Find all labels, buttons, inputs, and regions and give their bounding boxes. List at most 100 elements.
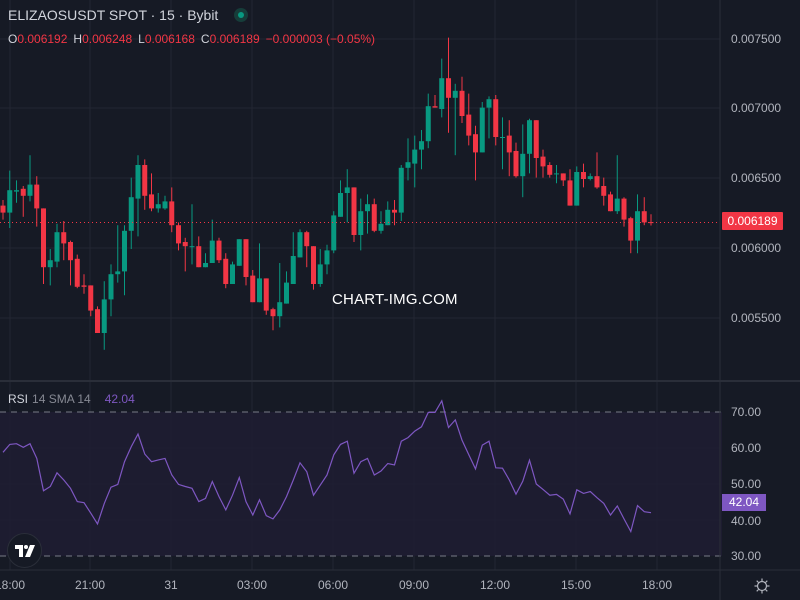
candle-body	[47, 260, 53, 268]
time-tick: 18:00	[0, 578, 26, 592]
candle-body	[520, 153, 526, 177]
open-label: O	[8, 32, 18, 46]
candle-body	[216, 240, 222, 261]
low-value: 0.006168	[144, 32, 195, 46]
candle-body	[149, 194, 154, 209]
candle-body	[169, 201, 175, 226]
market-status-icon	[234, 8, 249, 22]
ohlc-legend: O0.006192 H0.006248 L0.006168 C0.006189 −0.0…	[8, 32, 375, 46]
candle-body	[533, 120, 539, 158]
candle-body	[115, 271, 121, 275]
price-tick: 0.007000	[731, 101, 782, 115]
candle-body	[628, 218, 634, 241]
candle-body	[385, 209, 391, 226]
candle-body	[243, 239, 249, 277]
price-tick: 0.005500	[731, 311, 782, 325]
candle-body	[594, 176, 600, 188]
candle-body	[236, 239, 242, 266]
candle-body	[61, 232, 67, 244]
rsi-tick: 60.00	[731, 441, 762, 455]
candle-body	[527, 120, 532, 154]
time-tick: 06:00	[317, 578, 349, 592]
time-tick: 21:00	[74, 578, 106, 592]
candle-body	[128, 197, 134, 231]
candle-body	[479, 107, 485, 153]
high-label: H	[73, 32, 83, 46]
candle-body	[297, 232, 303, 258]
candle-body	[486, 99, 492, 108]
candle-body	[203, 263, 208, 268]
rsi-tick: 50.00	[731, 477, 762, 491]
candle-body	[641, 211, 647, 223]
candle-body	[14, 190, 19, 192]
time-tick: 03:00	[236, 578, 268, 592]
candle-body	[493, 99, 499, 137]
candle-body	[317, 264, 323, 284]
candle-body	[27, 184, 33, 196]
candle-body	[34, 184, 40, 209]
candle-body	[176, 225, 181, 244]
rsi-name: RSI	[8, 392, 29, 406]
rsi-value: 42.04	[104, 392, 135, 406]
symbol-title[interactable]: ELIZAOSUSDT SPOT · 15 · Bybit	[8, 7, 249, 23]
candle-body	[331, 215, 337, 251]
tradingview-logo-icon	[14, 544, 35, 557]
candle-body	[74, 258, 80, 287]
candle-body	[581, 172, 586, 179]
high-value: 0.006248	[82, 32, 133, 46]
candle-body	[338, 193, 343, 217]
low-label: L	[138, 32, 145, 46]
time-tick: 09:00	[398, 578, 430, 592]
candle-body	[621, 198, 627, 220]
candle-body	[365, 204, 370, 212]
candle-body	[257, 278, 262, 303]
candle-body	[101, 299, 107, 333]
rsi-value-tag: 42.04	[722, 494, 766, 511]
close-value: 0.006189	[209, 32, 260, 46]
candle-body	[506, 135, 512, 153]
candle-body	[392, 209, 397, 213]
tradingview-logo[interactable]	[7, 533, 42, 568]
gear-icon[interactable]	[754, 578, 770, 594]
candle-body	[277, 302, 283, 317]
candle-body	[81, 285, 87, 287]
time-tick: 18:00	[641, 578, 673, 592]
candle-body	[108, 274, 114, 300]
candle-body	[95, 309, 100, 333]
candle-body	[432, 106, 438, 108]
candle-body	[284, 282, 289, 304]
time-tick: 15:00	[560, 578, 592, 592]
candle-body	[68, 242, 73, 261]
candle-body	[513, 151, 519, 177]
candle-body	[189, 246, 195, 248]
candle-body	[7, 190, 13, 213]
candle-body	[560, 173, 566, 181]
candle-body	[162, 201, 168, 209]
candle-body	[378, 223, 384, 231]
candle-body	[398, 167, 404, 213]
rsi-tick: 30.00	[731, 549, 762, 563]
candle-body	[587, 176, 593, 179]
candle-body	[41, 208, 46, 268]
candle-body	[614, 198, 620, 212]
close-label: C	[200, 32, 210, 46]
rsi-line	[2, 399, 652, 534]
candle-body	[223, 258, 229, 284]
candle-body	[452, 90, 458, 98]
candle-body	[155, 204, 161, 209]
candle-body	[209, 240, 215, 263]
price-tick: 0.006500	[731, 171, 782, 185]
symbol-title-text: ELIZAOSUSDT SPOT · 15 · Bybit	[8, 7, 219, 23]
candle-body	[466, 114, 472, 136]
candle-body	[601, 186, 607, 196]
candle-body	[405, 162, 411, 168]
time-tick: 31	[164, 578, 178, 592]
candle-body	[270, 309, 276, 317]
candle-body	[567, 180, 573, 206]
candle-body	[608, 194, 613, 212]
rsi-band-fill	[0, 412, 722, 556]
candle-body	[135, 165, 141, 199]
candle-body	[0, 205, 6, 213]
rsi-legend[interactable]: RSI 14 SMA 14 42.04	[8, 392, 135, 406]
